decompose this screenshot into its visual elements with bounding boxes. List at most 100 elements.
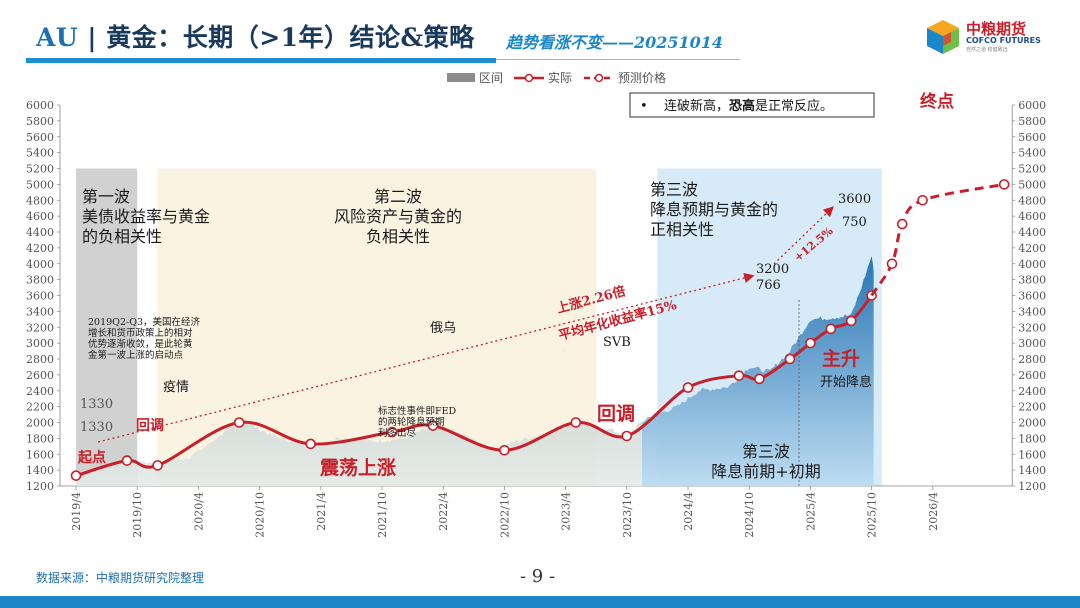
y-tick-label-left: 2600 (26, 369, 54, 382)
y-tick-label-right: 3400 (1018, 305, 1046, 318)
actual-point (805, 337, 816, 349)
value-1330-b: 1330 (80, 420, 113, 435)
y-tick-label-left: 5400 (26, 147, 54, 160)
y-tick-label-left: 5800 (26, 115, 54, 128)
y-tick-label-left: 2400 (26, 385, 54, 398)
actual-point (621, 430, 633, 442)
y-tick-label-right: 4000 (1018, 258, 1046, 271)
y-tick-label-left: 3800 (26, 274, 54, 287)
value-766: 766 (756, 278, 781, 293)
actual-point (845, 315, 857, 327)
label-pullback-2: 回调 (597, 403, 635, 425)
y-tick-label-left: 4000 (26, 258, 54, 271)
y-tick-label-left: 1600 (26, 448, 54, 461)
legend: 区间 实际 预测价格 (447, 70, 666, 85)
y-tick-label-right: 4600 (1018, 210, 1046, 223)
actual-point (386, 426, 398, 438)
y-tick-label-right: 5600 (1018, 131, 1046, 144)
actual-point (570, 417, 582, 428)
company-logo: 中粮期货 COFCO FUTURES 自然之道 稳健致远 (922, 16, 1052, 56)
x-tick-label: 2019/10 (131, 492, 144, 538)
y-tick-label-left: 1800 (26, 432, 54, 445)
y-tick-label-left: 2200 (26, 401, 54, 414)
y-tick-label-left: 4400 (26, 226, 54, 239)
x-tick-label: 2023/10 (621, 492, 634, 538)
area-gray (76, 418, 642, 486)
value-1330-a: 1330 (80, 397, 113, 412)
x-tick-label: 2024/4 (682, 492, 695, 531)
y-tick-label-right: 4200 (1018, 242, 1046, 255)
y-tick-label-right: 2400 (1018, 385, 1046, 398)
area-blue (642, 256, 874, 486)
y-tick-label-left: 5200 (26, 163, 54, 176)
actual-point (784, 353, 796, 365)
y-tick-label-left: 3600 (26, 290, 54, 303)
y-tick-label-right: 1400 (1018, 464, 1046, 477)
logo-name: 中粮期货 (966, 20, 1027, 38)
y-tick-label-right: 1600 (1018, 448, 1046, 461)
x-tick-label: 2022/4 (437, 492, 450, 531)
title-underline-thin (496, 59, 740, 60)
x-tick-label: 2020/10 (254, 492, 267, 538)
label-start-cut: 开始降息 (820, 374, 872, 390)
x-tick-label: 2024/10 (743, 492, 756, 538)
y-tick-label-left: 5600 (26, 131, 54, 144)
label-epidemic: 疫情 (163, 379, 189, 395)
y-tick-label-left: 3400 (26, 305, 54, 318)
actual-point (499, 444, 510, 456)
data-source: 数据来源：中粮期货研究院整理 (36, 571, 205, 585)
x-tick-label: 2020/4 (192, 492, 205, 531)
legend-forecast: 预测价格 (618, 70, 666, 85)
actual-point (70, 470, 82, 481)
forecast-point (896, 218, 908, 230)
y-tick-label-right: 2200 (1018, 401, 1046, 414)
legend-actual: 实际 (548, 70, 572, 85)
series-lines (70, 179, 1010, 481)
actual-point (427, 420, 439, 431)
title-separator: | (78, 23, 107, 52)
y-tick-label-left: 2800 (26, 353, 54, 366)
y-tick-label-left: 5000 (26, 178, 54, 191)
logo-english: COFCO FUTURES (966, 36, 1041, 45)
actual-point (682, 382, 694, 393)
label-pullback-1: 回调 (136, 418, 164, 434)
logo-slogan: 自然之道 稳健致远 (966, 47, 1008, 53)
actual-point (152, 460, 163, 471)
x-tick-label: 2019/4 (70, 492, 83, 531)
label-start: 起点 (77, 449, 106, 466)
y-tick-label-left: 4200 (26, 242, 54, 255)
wave1-title: 第一波美债收益率与黄金的负相关性 (82, 187, 210, 246)
wave3-title: 第三波降息预期与黄金的正相关性 (650, 180, 778, 239)
y-tick-label-left: 1400 (26, 464, 54, 477)
y-tick-label-right: 6000 (1018, 99, 1046, 112)
actual-point (733, 370, 745, 381)
gold-price-chart: 区间 实际 预测价格 1200 1200 1400 1400 1600 1600 1800 1… (26, 70, 1046, 538)
page-title: AU | 黄金：长期（>1年）结论&策略 (36, 18, 475, 54)
y-tick-label-right: 3000 (1018, 337, 1046, 350)
y-tick-label-left: 1200 (26, 480, 54, 493)
label-main-rise: 主升 (822, 348, 860, 370)
title-underline (26, 58, 496, 63)
y-tick-label-left: 4600 (26, 210, 54, 223)
value-750: 750 (842, 215, 867, 230)
actual-point (305, 438, 316, 450)
label-russia-ukraine: 俄乌 (430, 320, 456, 336)
note-fed: 标志性事件即FED 的两轮降息预期利多出尽 (378, 405, 457, 439)
y-tick-label-right: 5000 (1018, 178, 1046, 191)
title-prefix: AU (36, 23, 79, 52)
y-tick-label-left: 3200 (26, 321, 54, 334)
x-tick-label: 2025/4 (804, 492, 817, 531)
axes: 1200 1200 1400 1400 1600 1600 1800 1800 2000 2000… (26, 99, 1046, 538)
note-2019q2q3: 2019Q2-Q3，美国在经济增长和货币政策上的相对优势逐渐收敛，是此轮黄金第一… (88, 316, 201, 361)
y-tick-label-right: 2000 (1018, 417, 1046, 430)
actual-point (825, 323, 837, 335)
footer-bar (0, 596, 1080, 608)
x-tick-label: 2026/4 (927, 492, 940, 531)
y-tick-label-left: 2000 (26, 417, 54, 430)
y-tick-label-left: 4800 (26, 194, 54, 207)
note-box (629, 92, 875, 118)
x-tick-label: 2021/10 (376, 492, 389, 538)
forecast-point (886, 258, 898, 270)
y-tick-label-right: 5800 (1018, 115, 1046, 128)
y-tick-label-right: 1200 (1018, 480, 1046, 493)
